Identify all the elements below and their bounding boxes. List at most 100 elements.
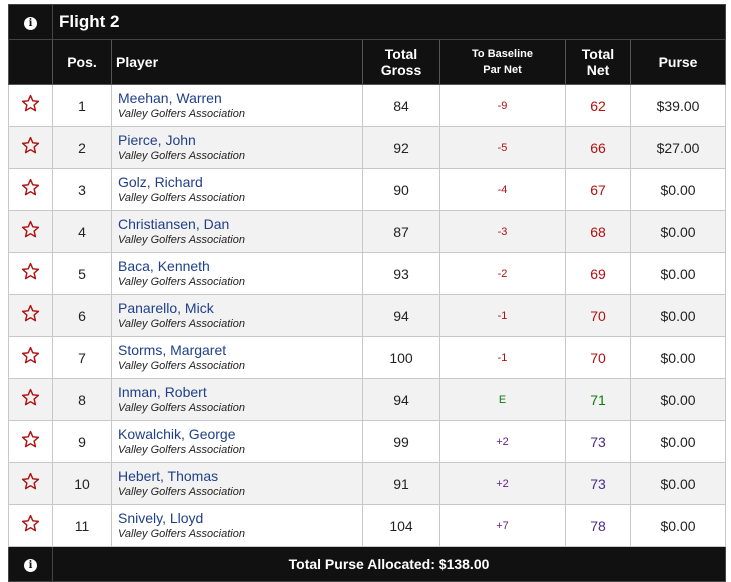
star-outline-icon <box>21 514 40 533</box>
position-cell: 10 <box>52 462 112 505</box>
star-outline-icon <box>21 262 40 281</box>
player-name-link[interactable]: Meehan, Warren <box>118 89 222 106</box>
star-outline-icon <box>21 304 40 323</box>
col-pos[interactable]: Pos. <box>52 39 112 85</box>
player-name-link[interactable]: Baca, Kenneth <box>118 257 210 274</box>
to-par-cell: -5 <box>439 126 566 169</box>
flight-info-button[interactable]: i <box>8 4 53 40</box>
favorite-toggle[interactable] <box>8 168 53 211</box>
player-cell: Panarello, Mick Valley Golfers Associatio… <box>111 294 363 337</box>
player-cell: Storms, Margaret Valley Golfers Associati… <box>111 336 363 379</box>
player-cell: Inman, Robert Valley Golfers Association <box>111 378 363 421</box>
table-row: 6 Panarello, Mick Valley Golfers Associati… <box>8 294 727 337</box>
favorite-toggle[interactable] <box>8 462 53 505</box>
player-name-link[interactable]: Snively, Lloyd <box>118 509 204 526</box>
star-outline-icon <box>21 388 40 407</box>
footer-bar: i Total Purse Allocated: $138.00 <box>8 546 727 582</box>
net-cell: 66 <box>565 126 631 169</box>
to-par-cell: E <box>439 378 566 421</box>
player-association: Valley Golfers Association <box>118 317 245 330</box>
flight-header: i Flight 2 <box>8 4 727 40</box>
position-cell: 3 <box>52 168 112 211</box>
table-row: 4 Christiansen, Dan Valley Golfers Associa… <box>8 210 727 253</box>
player-association: Valley Golfers Association <box>118 527 245 540</box>
table-row: 11 Snively, Lloyd Valley Golfers Associati… <box>8 504 727 547</box>
star-outline-icon <box>21 430 40 449</box>
favorite-toggle[interactable] <box>8 378 53 421</box>
gross-cell: 90 <box>362 168 440 211</box>
purse-cell: $0.00 <box>629 336 727 379</box>
star-outline-icon <box>21 346 40 365</box>
position-cell: 11 <box>52 504 112 547</box>
player-association: Valley Golfers Association <box>118 275 245 288</box>
gross-cell: 91 <box>362 462 440 505</box>
footer-info-button[interactable]: i <box>8 546 53 582</box>
purse-cell: $0.00 <box>629 294 727 337</box>
gross-cell: 93 <box>362 252 440 295</box>
star-outline-icon <box>21 472 40 491</box>
to-par-cell: -1 <box>439 336 566 379</box>
player-name-link[interactable]: Christiansen, Dan <box>118 215 230 232</box>
col-total-gross[interactable]: Total Gross <box>362 39 440 85</box>
to-par-cell: -9 <box>439 84 566 127</box>
player-name-link[interactable]: Storms, Margaret <box>118 341 227 358</box>
purse-cell: $27.00 <box>629 126 727 169</box>
to-par-cell: +2 <box>439 462 566 505</box>
position-cell: 9 <box>52 420 112 463</box>
player-name-link[interactable]: Pierce, John <box>118 131 196 148</box>
net-cell: 67 <box>565 168 631 211</box>
net-cell: 68 <box>565 210 631 253</box>
net-cell: 62 <box>565 84 631 127</box>
gross-cell: 84 <box>362 84 440 127</box>
purse-cell: $0.00 <box>629 462 727 505</box>
favorite-toggle[interactable] <box>8 126 53 169</box>
purse-cell: $0.00 <box>629 378 727 421</box>
col-net-l1: Total <box>581 46 615 62</box>
position-cell: 5 <box>52 252 112 295</box>
favorite-toggle[interactable] <box>8 294 53 337</box>
favorite-toggle[interactable] <box>8 84 53 127</box>
player-cell: Golz, Richard Valley Golfers Association <box>111 168 363 211</box>
favorite-toggle[interactable] <box>8 210 53 253</box>
position-cell: 6 <box>52 294 112 337</box>
info-icon: i <box>24 17 37 30</box>
player-cell: Hebert, Thomas Valley Golfers Association <box>111 462 363 505</box>
table-row: 8 Inman, Robert Valley Golfers Association… <box>8 378 727 421</box>
col-par-l2: Par Net <box>483 64 522 76</box>
col-to-par[interactable]: To Baseline Par Net <box>439 39 566 85</box>
gross-cell: 92 <box>362 126 440 169</box>
net-cell: 78 <box>565 504 631 547</box>
net-cell: 69 <box>565 252 631 295</box>
table-row: 7 Storms, Margaret Valley Golfers Associat… <box>8 336 727 379</box>
favorite-toggle[interactable] <box>8 252 53 295</box>
table-row: 5 Baca, Kenneth Valley Golfers Association… <box>8 252 727 295</box>
player-association: Valley Golfers Association <box>118 485 245 498</box>
player-association: Valley Golfers Association <box>118 191 245 204</box>
favorite-toggle[interactable] <box>8 504 53 547</box>
player-name-link[interactable]: Kowalchik, George <box>118 425 236 442</box>
col-player[interactable]: Player <box>111 39 363 85</box>
results-table: i Flight 2 Pos. Player Total Gross To Bas… <box>8 4 727 582</box>
player-name-link[interactable]: Inman, Robert <box>118 383 207 400</box>
player-name-link[interactable]: Golz, Richard <box>118 173 203 190</box>
leaderboard: i Flight 2 Pos. Player Total Gross To Bas… <box>8 4 727 582</box>
player-association: Valley Golfers Association <box>118 107 245 120</box>
col-purse[interactable]: Purse <box>629 39 727 85</box>
player-cell: Meehan, Warren Valley Golfers Association <box>111 84 363 127</box>
player-cell: Christiansen, Dan Valley Golfers Associat… <box>111 210 363 253</box>
favorite-toggle[interactable] <box>8 336 53 379</box>
position-cell: 2 <box>52 126 112 169</box>
col-total-net[interactable]: Total Net <box>565 39 631 85</box>
player-name-link[interactable]: Hebert, Thomas <box>118 467 219 484</box>
favorite-toggle[interactable] <box>8 420 53 463</box>
table-row: 3 Golz, Richard Valley Golfers Association… <box>8 168 727 211</box>
gross-cell: 94 <box>362 378 440 421</box>
player-name-link[interactable]: Panarello, Mick <box>118 299 214 316</box>
table-row: 10 Hebert, Thomas Valley Golfers Associati… <box>8 462 727 505</box>
to-par-cell: -3 <box>439 210 566 253</box>
to-par-cell: +7 <box>439 504 566 547</box>
position-cell: 7 <box>52 336 112 379</box>
col-gross-l2: Gross <box>380 62 422 78</box>
player-association: Valley Golfers Association <box>118 233 245 246</box>
player-cell: Kowalchik, George Valley Golfers Associat… <box>111 420 363 463</box>
